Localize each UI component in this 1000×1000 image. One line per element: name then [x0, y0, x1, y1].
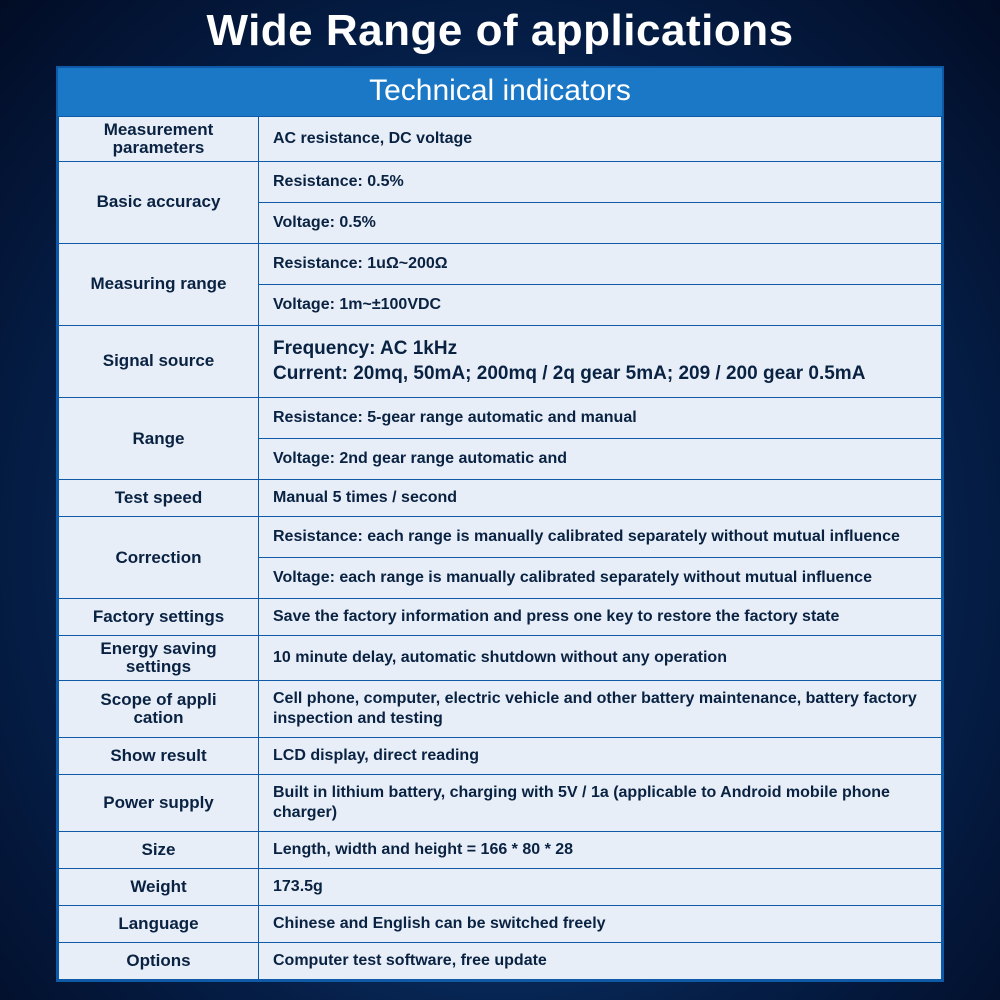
row-value: Resistance: 5-gear range automatic and m…	[259, 397, 942, 438]
table-row: Scope of applicationCell phone, computer…	[59, 680, 942, 737]
row-label: Scope of application	[59, 680, 259, 737]
row-label: Correction	[59, 516, 259, 598]
row-value: Manual 5 times / second	[259, 479, 942, 516]
row-label: Language	[59, 905, 259, 942]
row-value: Length, width and height = 166 * 80 * 28	[259, 831, 942, 868]
row-value: Computer test software, free update	[259, 942, 942, 979]
row-value: Voltage: 1m~±100VDC	[259, 284, 942, 325]
row-label: Power supply	[59, 774, 259, 831]
row-value: LCD display, direct reading	[259, 737, 942, 774]
row-value: 173.5g	[259, 868, 942, 905]
specs-table: MeasurementparametersAC resistance, DC v…	[58, 116, 942, 980]
table-row: Show resultLCD display, direct reading	[59, 737, 942, 774]
row-label: Measurementparameters	[59, 117, 259, 162]
row-value: 10 minute delay, automatic shutdown with…	[259, 635, 942, 680]
table-row: RangeResistance: 5-gear range automatic …	[59, 397, 942, 438]
table-row: Power supplyBuilt in lithium battery, ch…	[59, 774, 942, 831]
row-label: Signal source	[59, 325, 259, 397]
row-value: Chinese and English can be switched free…	[259, 905, 942, 942]
page-title: Wide Range of applications	[0, 0, 1000, 66]
table-row: Energy savingsettings10 minute delay, au…	[59, 635, 942, 680]
table-row: OptionsComputer test software, free upda…	[59, 942, 942, 979]
table-row: Measuring rangeResistance: 1uΩ~200Ω	[59, 243, 942, 284]
row-label: Weight	[59, 868, 259, 905]
row-value: Resistance: 1uΩ~200Ω	[259, 243, 942, 284]
specs-table-container: Technical indicators Measurementparamete…	[56, 66, 944, 982]
row-label: Energy savingsettings	[59, 635, 259, 680]
table-row: Signal sourceFrequency: AC 1kHzCurrent: …	[59, 325, 942, 397]
table-row: Factory settingsSave the factory informa…	[59, 598, 942, 635]
row-label: Show result	[59, 737, 259, 774]
row-value: Resistance: each range is manually calib…	[259, 516, 942, 557]
table-row: MeasurementparametersAC resistance, DC v…	[59, 117, 942, 162]
row-value: Built in lithium battery, charging with …	[259, 774, 942, 831]
row-value: Save the factory information and press o…	[259, 598, 942, 635]
row-label: Test speed	[59, 479, 259, 516]
row-label: Range	[59, 397, 259, 479]
row-label: Size	[59, 831, 259, 868]
row-label: Basic accuracy	[59, 161, 259, 243]
table-subheader: Technical indicators	[58, 68, 942, 116]
row-value: Voltage: 0.5%	[259, 202, 942, 243]
table-row: SizeLength, width and height = 166 * 80 …	[59, 831, 942, 868]
row-label: Options	[59, 942, 259, 979]
row-value: Voltage: 2nd gear range automatic and	[259, 438, 942, 479]
table-row: LanguageChinese and English can be switc…	[59, 905, 942, 942]
row-value: Cell phone, computer, electric vehicle a…	[259, 680, 942, 737]
row-label: Factory settings	[59, 598, 259, 635]
table-row: CorrectionResistance: each range is manu…	[59, 516, 942, 557]
table-row: Basic accuracyResistance: 0.5%	[59, 161, 942, 202]
row-value: AC resistance, DC voltage	[259, 117, 942, 162]
row-label: Measuring range	[59, 243, 259, 325]
row-value: Resistance: 0.5%	[259, 161, 942, 202]
row-value: Voltage: each range is manually calibrat…	[259, 557, 942, 598]
table-row: Weight173.5g	[59, 868, 942, 905]
row-value: Frequency: AC 1kHzCurrent: 20mq, 50mA; 2…	[259, 325, 942, 397]
table-row: Test speedManual 5 times / second	[59, 479, 942, 516]
